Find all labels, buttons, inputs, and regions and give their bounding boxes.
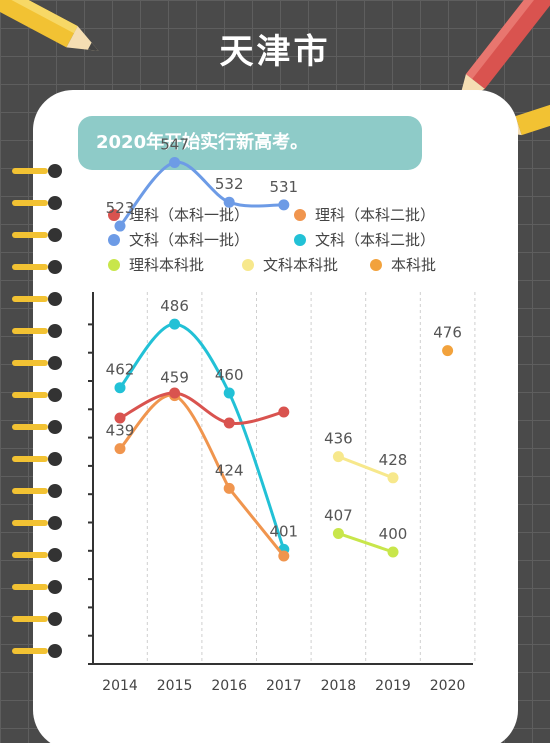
data-label: 459	[160, 369, 189, 387]
legend-swatch	[242, 258, 254, 271]
data-label: 486	[160, 297, 189, 315]
legend-swatch	[108, 233, 120, 246]
data-point	[223, 417, 235, 429]
note-banner: 2020年开始实行新高考。	[78, 116, 422, 170]
x-tick-label: 2015	[157, 678, 193, 694]
data-point	[114, 412, 126, 424]
legend-label: 文科本科批	[263, 256, 339, 274]
series-line	[228, 487, 285, 557]
data-point	[332, 527, 344, 539]
data-point	[223, 196, 235, 208]
data-point	[114, 443, 126, 455]
notebook-card	[33, 90, 518, 750]
data-label: 400	[379, 525, 408, 543]
x-tick-label: 2020	[430, 678, 466, 694]
x-tick-label: 2018	[321, 678, 357, 694]
legend-label: 本科批	[391, 256, 437, 274]
legend-item: 理科（本科一批）	[108, 204, 249, 225]
data-point	[278, 550, 290, 562]
data-label: 401	[269, 522, 298, 540]
x-tick-label: 2019	[375, 678, 411, 694]
legend-item: 文科本科批	[242, 254, 338, 275]
data-label: 439	[106, 422, 135, 440]
legend-item: 理科本科批	[108, 254, 204, 275]
data-label: 531	[269, 178, 298, 196]
data-point	[169, 318, 181, 330]
legend-swatch	[294, 233, 306, 246]
x-tick-label: 2016	[211, 678, 247, 694]
series-line	[118, 322, 286, 550]
x-tick-label: 2017	[266, 678, 302, 694]
legend-item: 文科（本科一批）	[108, 229, 249, 250]
data-point	[442, 345, 454, 357]
page-title: 天津市	[219, 32, 331, 72]
data-point	[387, 546, 399, 558]
data-label: 436	[324, 430, 353, 448]
data-point	[278, 406, 290, 418]
data-label: 460	[215, 366, 244, 384]
series-line	[118, 160, 284, 228]
data-label: 462	[106, 361, 135, 379]
data-point	[387, 472, 399, 484]
data-label: 424	[215, 461, 244, 479]
series-line	[119, 391, 285, 426]
legend-label: 理科（本科二批）	[315, 206, 436, 224]
legend-swatch	[294, 208, 306, 221]
data-label: 407	[324, 506, 353, 524]
x-tick-label: 2014	[102, 678, 138, 694]
data-point	[114, 220, 126, 232]
legend-item: 理科（本科二批）	[294, 204, 435, 225]
data-point	[332, 451, 344, 463]
legend-swatch	[108, 208, 120, 221]
data-point	[169, 156, 181, 168]
data-label: 523	[106, 199, 135, 217]
pencil-icon	[0, 0, 99, 51]
legend-label: 理科（本科一批）	[129, 206, 250, 224]
data-label: 532	[215, 175, 244, 193]
data-label: 476	[433, 324, 462, 342]
data-point	[223, 387, 235, 399]
legend-label: 文科（本科二批）	[315, 231, 436, 249]
data-point	[114, 382, 126, 394]
legend-label: 理科本科批	[129, 256, 205, 274]
data-point	[278, 199, 290, 211]
legend-label: 文科（本科一批）	[129, 231, 250, 249]
data-label: 428	[379, 451, 408, 469]
legend-swatch	[370, 258, 382, 271]
data-point	[169, 387, 181, 399]
legend-item: 文科（本科二批）	[294, 229, 435, 250]
legend-item: 本科批	[370, 254, 436, 275]
legend-swatch	[108, 258, 120, 271]
data-label: 547	[160, 135, 189, 153]
